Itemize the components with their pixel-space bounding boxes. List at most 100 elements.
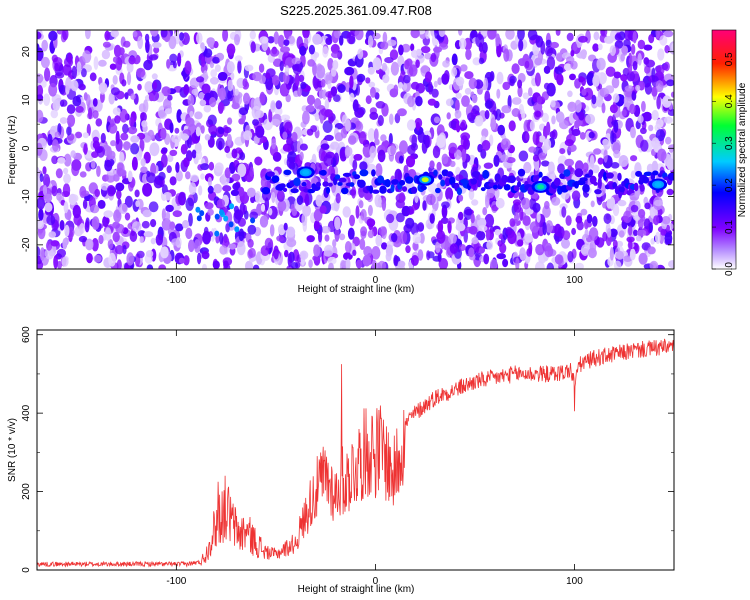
heatmap-cell [472,105,480,115]
heatmap-cell [596,57,606,71]
heatmap-cell [42,173,51,188]
heatmap-cell [106,146,112,160]
heatmap-cell [588,227,599,241]
heatmap-cell [499,243,507,254]
heatmap-cell [538,152,547,161]
heatmap-cell [200,173,205,180]
signal-cell [603,171,608,181]
heatmap-cell [495,33,501,47]
heatmap-cell [176,109,183,123]
colorbar: 0.0 0.1 0.2 0.3 0.4 0.5 Normalized spectral a… [711,29,748,276]
heatmap-cell [360,209,367,221]
signal-cell [368,185,374,194]
heatmap-cell [167,154,174,163]
signal-cell [335,174,341,180]
heatmap-cell [509,218,516,227]
heatmap-cell [312,33,322,45]
heatmap-cell [527,30,538,41]
heatmap-cell [455,223,466,232]
heatmap-cell [227,79,234,92]
heatmap-cell [212,260,220,269]
heatmap-cell [567,251,574,263]
heatmap-cell [112,56,118,63]
heatmap-cell [545,121,551,136]
y-tick-label: 20 [21,46,32,58]
signal-cell [353,174,361,180]
heatmap-cell [302,30,310,39]
heatmap-cell [517,30,525,41]
heatmap-cell [296,130,303,137]
heatmap-cell [259,215,269,228]
heatmap-cell [193,239,201,253]
heatmap-cell [437,77,442,86]
heatmap-cell [265,72,271,79]
heatmap-cell [330,86,338,97]
heatmap-cell [351,186,356,199]
heatmap-cell [493,154,500,167]
heatmap-cell [185,117,195,128]
signal-cell [228,221,234,228]
heatmap-cell [91,216,100,230]
heatmap-cell [129,116,135,128]
heatmap-cell [301,213,308,226]
heatmap-frame [36,29,675,270]
heatmap-cell [529,120,536,131]
heatmap-cell [313,244,321,257]
heatmap-cell [224,145,231,154]
heatmap-cell [78,83,86,91]
heatmap-cell [555,30,561,36]
heatmap-cell [137,35,144,50]
heatmap-cell [136,67,146,78]
heatmap-cell [245,260,253,269]
signal-cell [582,184,590,193]
heatmap-cell [389,49,399,61]
heatmap-cell [513,201,522,214]
heatmap-cell [144,135,151,143]
heatmap-cell [489,134,494,146]
heatmap-cell [626,71,636,82]
heatmap-cell [122,244,127,255]
heatmap-cell [576,220,584,231]
heatmap-cell [144,81,154,93]
heatmap-cell [648,124,654,132]
signal-cell [444,177,451,187]
x-tick-label: -100 [166,576,186,587]
heatmap-cell [424,134,430,149]
heatmap-cell [334,228,340,242]
heatmap-cell [597,176,602,190]
heatmap-cell [226,133,232,146]
heatmap-cell [215,234,220,244]
heatmap-cell [219,232,224,245]
heatmap-cell [587,247,597,259]
heatmap-cell [410,255,419,266]
heatmap-cell [517,58,527,67]
heatmap-cell [214,64,221,72]
heatmap-cell [359,238,366,251]
heatmap-cell [420,46,431,54]
heatmap-cell [200,42,205,49]
heatmap-cell [75,105,84,113]
heatmap-cell [244,64,254,72]
signal-cell [261,187,271,195]
heatmap-cell [201,83,211,95]
heatmap-cell [557,163,565,174]
heatmap-cell [601,102,606,114]
heatmap-cell [236,241,246,256]
signal-peak [537,184,545,190]
heatmap-cell [415,96,423,107]
heatmap-cell [130,135,140,143]
heatmap-cell [219,102,225,111]
heatmap-cell [284,249,289,258]
heatmap-cell [653,215,660,226]
heatmap-cell [172,210,182,218]
heatmap-cell [299,250,309,260]
signal-cell [195,206,201,213]
heatmap-cell [352,249,357,256]
heatmap-cell [517,85,523,98]
heatmap-cell [120,169,127,177]
heatmap-cell [327,58,334,71]
heatmap-cell [375,101,386,109]
heatmap-cell [187,94,195,107]
heatmap-cell [209,97,217,108]
heatmap-cell [496,71,504,85]
